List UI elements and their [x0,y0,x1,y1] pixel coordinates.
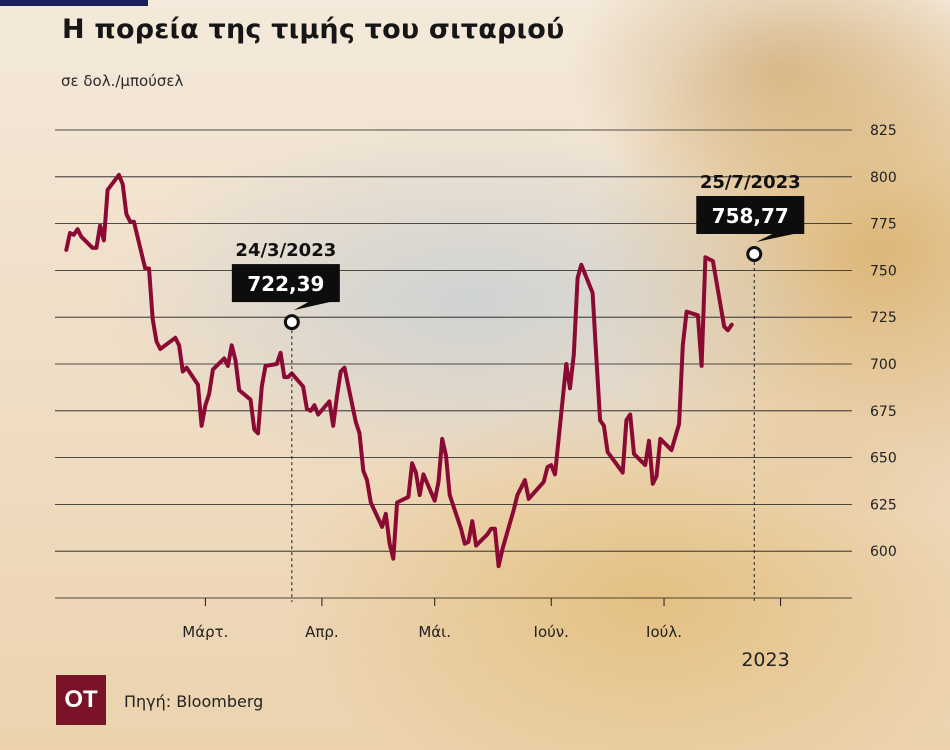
annotation-value-box [231,264,340,303]
y-tick-label: 700 [870,357,897,373]
price-series-line [64,172,734,569]
x-tick-label: Μάρτ. [182,623,228,641]
source-label: Πηγή: Bloomberg [124,692,264,711]
y-tick-label: 775 [870,217,897,233]
annotation-date: 24/3/2023 [235,240,336,261]
year-label: 2023 [741,649,789,671]
annotation-date: 25/7/2023 [700,172,801,193]
annotation-marker [746,245,763,262]
y-tick-label: 675 [870,404,897,420]
ot-logo: OT [56,675,106,725]
x-tick-label: Ιούλ. [646,623,682,641]
y-axis-unit-label: σε δολ./μπούσελ [61,72,184,90]
y-tick-label: 750 [870,263,897,279]
accent-bar [0,0,148,6]
x-tick-label: Απρ. [305,623,339,641]
y-tick-label: 725 [870,310,897,326]
y-tick-label: 600 [870,544,897,560]
annotation-pointer [756,232,799,242]
y-tick-label: 625 [870,497,897,513]
annotation-value: 722,39 [247,272,324,296]
annotation-value-box [696,195,805,234]
x-tick-label: Μάι. [418,623,451,641]
chart-title: Η πορεία της τιμής του σιταριού [62,14,565,45]
y-tick-label: 650 [870,451,897,467]
annotation-pointer [293,301,334,311]
annotation-marker [283,314,300,331]
x-tick-label: Ιούν. [534,623,569,641]
y-tick-label: 800 [870,170,897,186]
annotation-value: 758,77 [712,204,789,228]
y-tick-label: 825 [870,123,897,139]
